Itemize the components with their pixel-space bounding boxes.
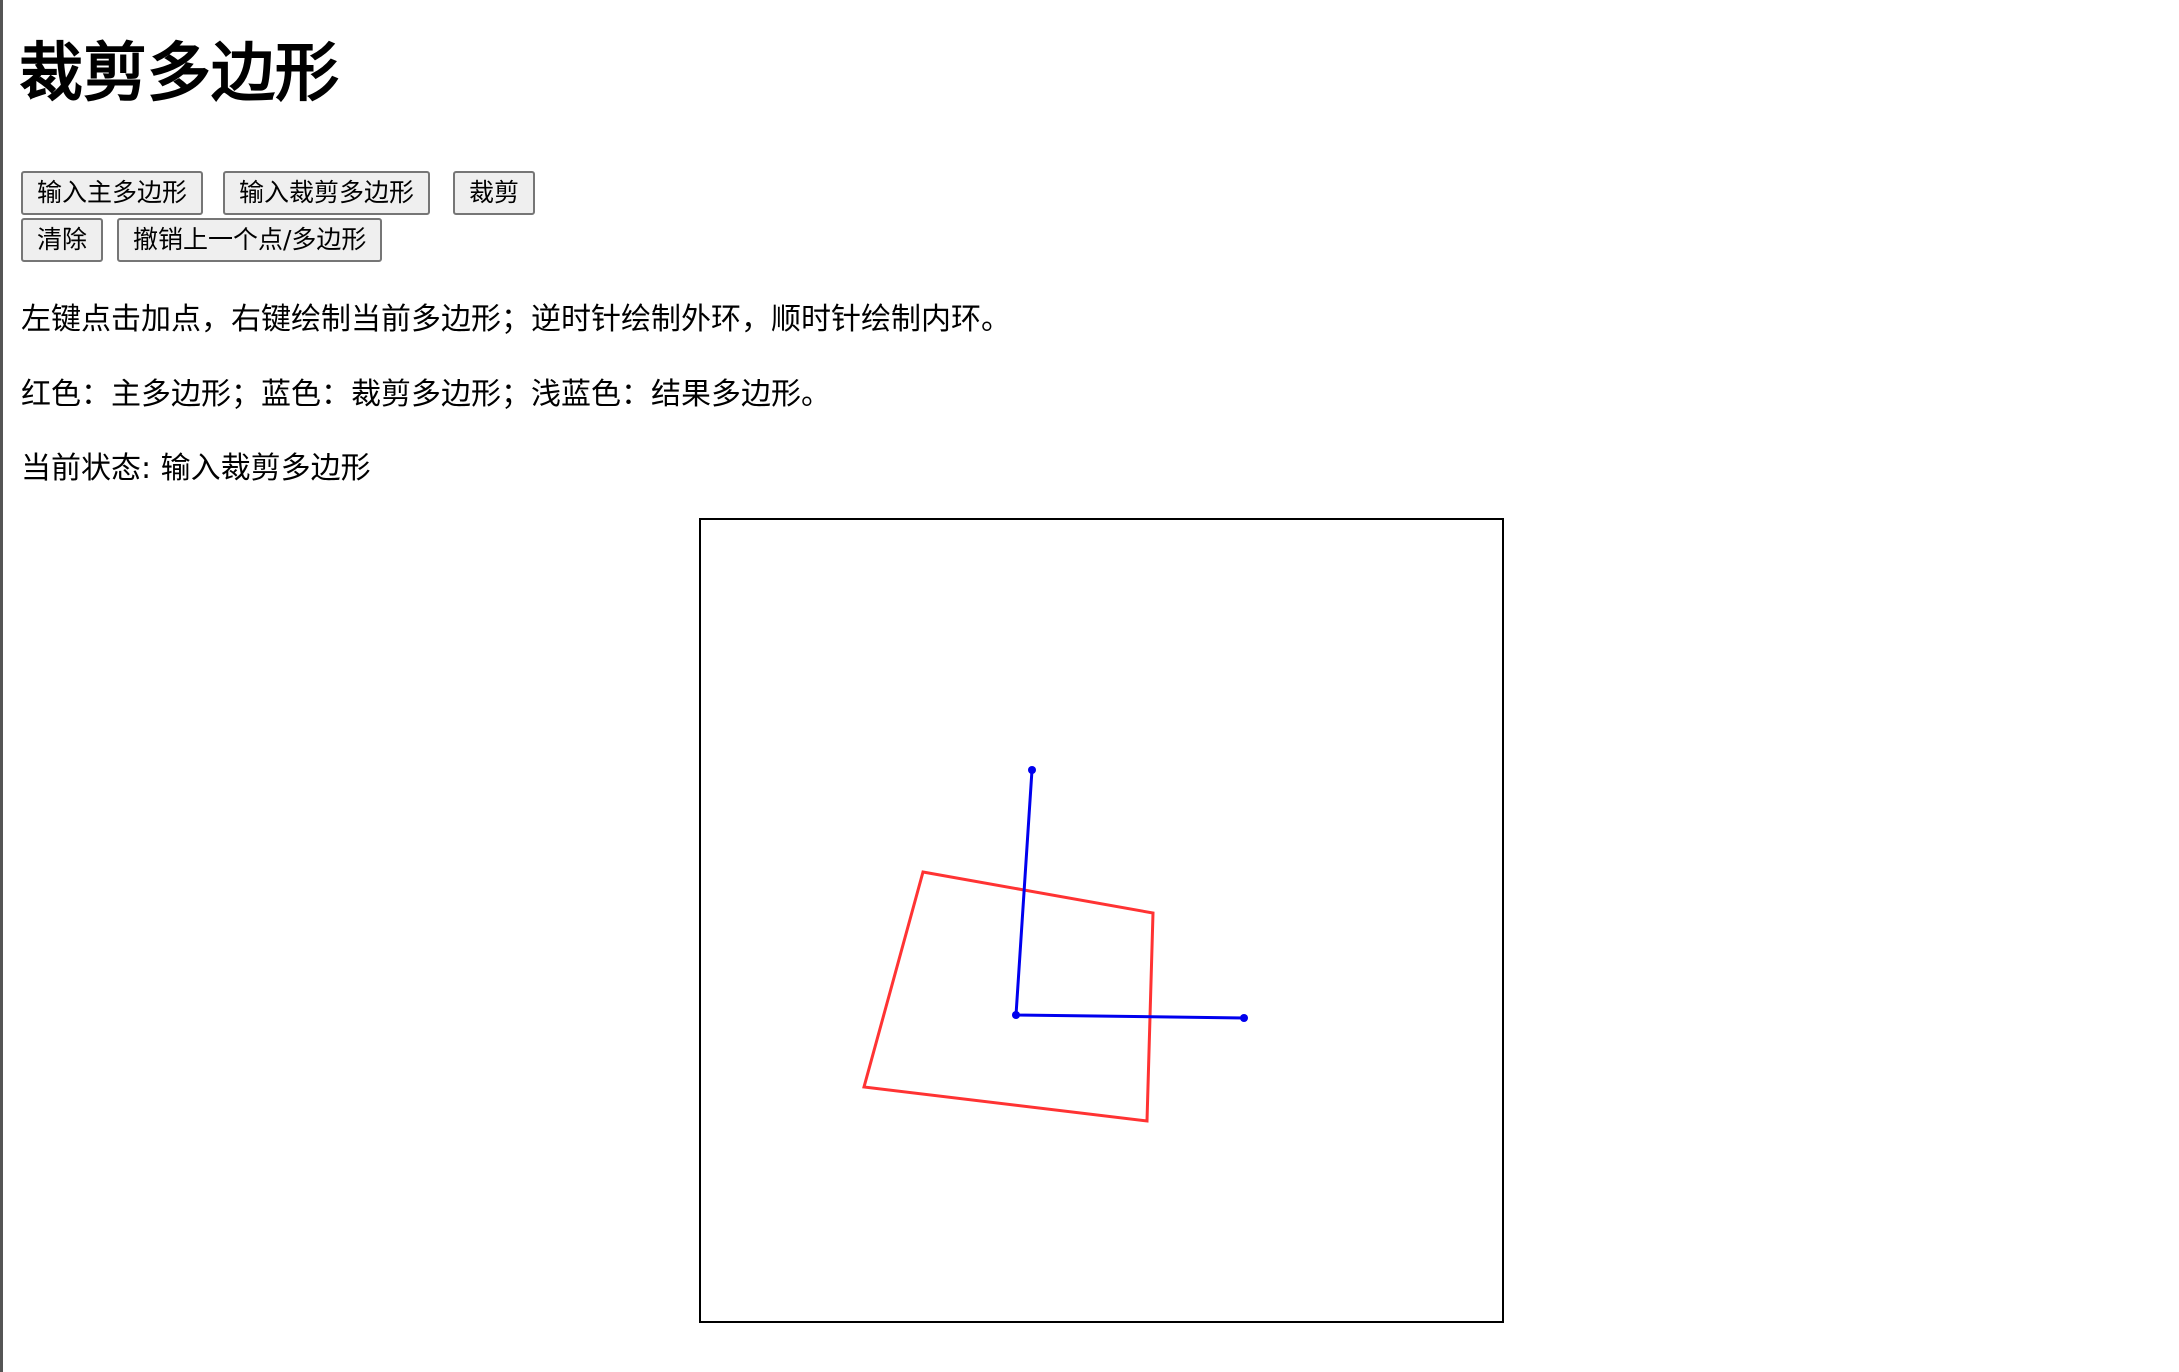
undo-button[interactable]: 撤销上一个点/多边形 [117,218,383,262]
clear-button[interactable]: 清除 [21,218,104,262]
drawing-canvas[interactable] [699,518,1504,1323]
clip-vertex-point [1028,766,1036,774]
status-text: 当前状态: 输入裁剪多边形 [21,451,371,486]
instruction-text: 左键点击加点，右键绘制当前多边形；逆时针绘制外环，顺时针绘制内环。 [21,302,1011,337]
drawing-surface [862,766,1248,1123]
main-polygon [862,870,1155,1123]
page-title: 裁剪多边形 [19,37,339,111]
clip-vertex-point [1240,1014,1248,1022]
clip-vertex-point [1012,1011,1020,1019]
clip-button[interactable]: 裁剪 [453,171,536,215]
legend-text: 红色：主多边形；蓝色：裁剪多边形；浅蓝色：结果多边形。 [21,377,831,412]
input-clip-polygon-button[interactable]: 输入裁剪多边形 [223,171,431,215]
input-main-polygon-button[interactable]: 输入主多边形 [21,171,204,215]
